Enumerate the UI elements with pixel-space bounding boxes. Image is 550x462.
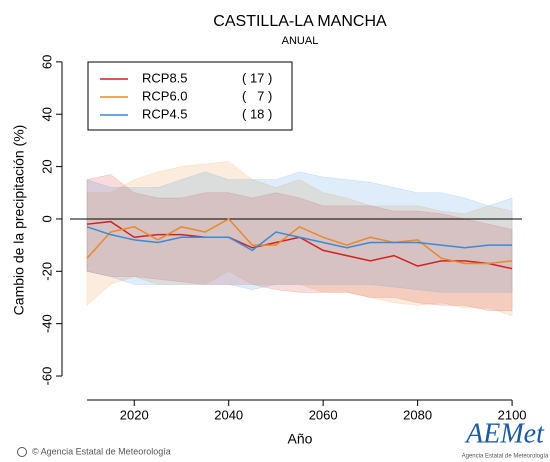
range-band [86, 161, 513, 317]
logo-subtitle: Agencia Estatal de Meteorología [462, 454, 549, 460]
y-tick-label: 20 [39, 159, 54, 173]
logo: AEMet [464, 418, 545, 449]
legend-count: ( 17 ) [242, 70, 272, 85]
legend-label: RCP6.0 [142, 88, 188, 103]
series-line [86, 226, 513, 252]
chart-subtitle: ANUAL [282, 35, 319, 47]
copyright-icon [17, 447, 27, 457]
y-axis-label: Cambio de la precipitación (%) [11, 125, 27, 316]
y-tick-label: 60 [39, 55, 54, 69]
range-band [86, 171, 513, 293]
footer: © Agencia Estatal de Meteorología [32, 446, 171, 456]
x-tick-label: 2060 [309, 407, 338, 422]
legend-count: ( 18 ) [242, 106, 272, 121]
x-tick-label: 2100 [498, 407, 527, 422]
x-tick-label: 2020 [120, 407, 149, 422]
range-band [86, 174, 513, 311]
legend-label: RCP4.5 [142, 106, 188, 121]
legend-label: RCP8.5 [142, 70, 188, 85]
y-tick-label: 40 [39, 107, 54, 121]
x-tick-label: 2040 [214, 407, 243, 422]
y-tick-label: -60 [39, 367, 54, 386]
y-tick-label: -40 [39, 314, 54, 333]
y-tick-label: -20 [39, 262, 54, 281]
x-axis-label: Año [288, 431, 313, 447]
chart-title: CASTILLA-LA MANCHA [213, 13, 387, 30]
legend-count: ( 7 ) [242, 88, 272, 103]
series-line [86, 218, 513, 265]
y-tick-label: 0 [39, 215, 54, 222]
legend-box [87, 61, 293, 131]
x-tick-label: 2080 [403, 407, 432, 422]
